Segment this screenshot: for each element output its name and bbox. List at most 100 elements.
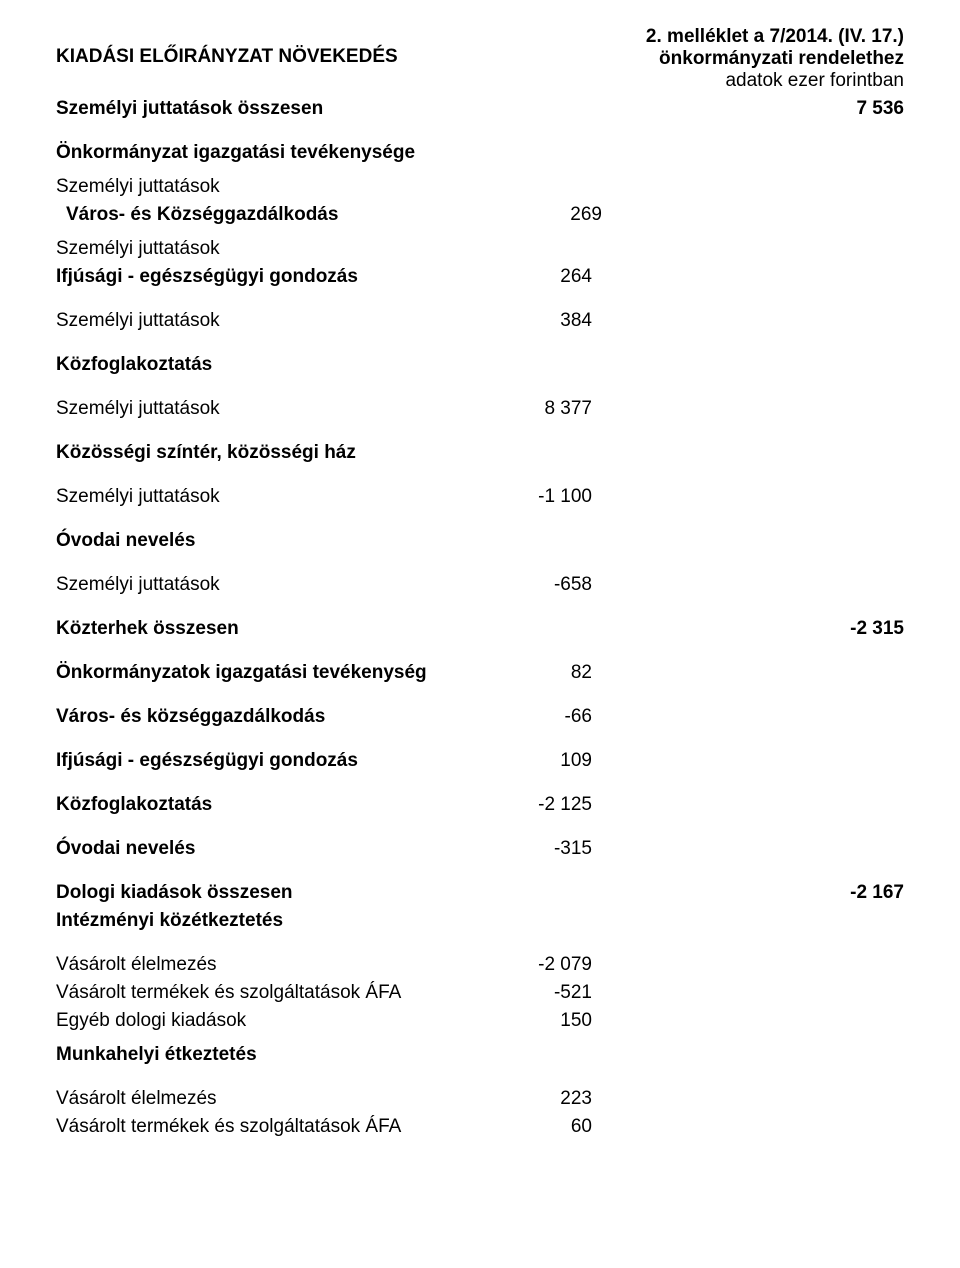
row-label: Óvodai nevelés (56, 530, 476, 552)
header-line-2: önkormányzati rendelethez (646, 48, 904, 70)
data-row: Személyi juttatások (56, 238, 904, 260)
data-row: Közösségi színtér, közösségi ház (56, 442, 904, 464)
row-label: Vásárolt termékek és szolgáltatások ÁFA (56, 982, 476, 1004)
row-label: Közösségi színtér, közösségi ház (56, 442, 476, 464)
row-mid-value (476, 618, 592, 640)
row-label: Munkahelyi étkeztetés (56, 1044, 476, 1066)
row-right-value (592, 1088, 904, 1110)
data-row: Vásárolt termékek és szolgáltatások ÁFA-… (56, 982, 904, 1004)
row-mid-value: -66 (476, 706, 592, 728)
row-right-value (592, 838, 904, 860)
data-row: Óvodai nevelés (56, 530, 904, 552)
row-mid-value: 60 (476, 1116, 592, 1138)
row-right-value (602, 204, 904, 226)
row-label: Közfoglakoztatás (56, 794, 476, 816)
row-label: Személyi juttatások (56, 574, 476, 596)
row-right-value (592, 238, 904, 260)
row-right-value (592, 398, 904, 420)
data-row: Dologi kiadások összesen-2 167 (56, 882, 904, 904)
row-mid-value: 82 (476, 662, 592, 684)
row-mid-value: 269 (486, 204, 602, 226)
row-label: Város- és községgazdálkodás (56, 706, 476, 728)
row-mid-value (476, 354, 592, 376)
data-row: Ifjúsági - egészségügyi gondozás109 (56, 750, 904, 772)
row-mid-value: 223 (476, 1088, 592, 1110)
row-right-value (592, 750, 904, 772)
row-right-value (592, 176, 904, 198)
data-row: Vásárolt termékek és szolgáltatások ÁFA6… (56, 1116, 904, 1138)
row-label: Személyi juttatások (56, 398, 476, 420)
row-mid-value (476, 238, 592, 260)
row-label: Egyéb dologi kiadások (56, 1010, 476, 1032)
row-right-value (592, 910, 904, 932)
data-row: Munkahelyi étkeztetés (56, 1044, 904, 1066)
row-mid-value: -521 (476, 982, 592, 1004)
row-right-value (592, 310, 904, 332)
data-row: Személyi juttatások (56, 176, 904, 198)
row-right-value (592, 1116, 904, 1138)
row-mid-value: -658 (476, 574, 592, 596)
row-label: Vásárolt élelmezés (56, 1088, 476, 1110)
data-row: Személyi juttatások összesen 7 536 (56, 98, 904, 120)
row-right-value: -2 315 (592, 618, 904, 640)
data-row: Óvodai nevelés-315 (56, 838, 904, 860)
row-mid-value: -1 100 (476, 486, 592, 508)
header-right-block: 2. melléklet a 7/2014. (IV. 17.) önkormá… (646, 26, 904, 92)
header-line-1: 2. melléklet a 7/2014. (IV. 17.) (646, 26, 904, 48)
row-right-value (592, 1010, 904, 1032)
row-label: Önkormányzatok igazgatási tevékenység (56, 662, 476, 684)
row-label: Önkormányzat igazgatási tevékenysége (56, 142, 476, 164)
data-row: Önkormányzat igazgatási tevékenysége (56, 142, 904, 164)
row-label: Személyi juttatások (56, 176, 476, 198)
row-mid-value (476, 442, 592, 464)
data-row: Város- és Községgazdálkodás269 (56, 204, 904, 226)
row-label: Ifjúsági - egészségügyi gondozás (56, 750, 476, 772)
data-row: Intézményi közétkeztetés (56, 910, 904, 932)
row-mid-value: 109 (476, 750, 592, 772)
data-row: Közterhek összesen -2 315 (56, 618, 904, 640)
row-right-value (592, 706, 904, 728)
data-row: Vásárolt élelmezés-2 079 (56, 954, 904, 976)
row-right-value (592, 530, 904, 552)
row-label: Közfoglakoztatás (56, 354, 476, 376)
row-right-value (592, 486, 904, 508)
row-mid-value (476, 530, 592, 552)
row-mid-value (476, 882, 592, 904)
row-label: Közterhek összesen (56, 618, 476, 640)
row-label: Vásárolt élelmezés (56, 954, 476, 976)
row-right-value (592, 574, 904, 596)
row-right-value: -2 167 (592, 882, 904, 904)
header-line-3: adatok ezer forintban (646, 70, 904, 92)
rows-container: Személyi juttatások összesen 7 536 Önkormá… (56, 98, 904, 1138)
row-right-value (592, 794, 904, 816)
row-mid-value: -315 (476, 838, 592, 860)
row-right-value (592, 1044, 904, 1066)
page-header: KIADÁSI ELŐIRÁNYZAT NÖVEKEDÉS 2. mellékl… (56, 26, 904, 92)
data-row: Közfoglakoztatás-2 125 (56, 794, 904, 816)
row-label: Személyi juttatások összesen (56, 98, 476, 120)
data-row: Vásárolt élelmezés223 (56, 1088, 904, 1110)
row-right-value (592, 662, 904, 684)
data-row: Személyi juttatások-1 100 (56, 486, 904, 508)
data-row: Személyi juttatások-658 (56, 574, 904, 596)
row-mid-value: -2 079 (476, 954, 592, 976)
data-row: Személyi juttatások8 377 (56, 398, 904, 420)
row-label: Intézményi közétkeztetés (56, 910, 476, 932)
data-row: Személyi juttatások384 (56, 310, 904, 332)
row-mid-value (476, 98, 592, 120)
row-label: Óvodai nevelés (56, 838, 476, 860)
row-right-value (592, 442, 904, 464)
row-mid-value: 264 (476, 266, 592, 288)
data-row: Közfoglakoztatás (56, 354, 904, 376)
row-mid-value: 150 (476, 1010, 592, 1032)
row-mid-value (476, 142, 592, 164)
row-right-value (592, 982, 904, 1004)
row-label: Személyi juttatások (56, 238, 476, 260)
page: KIADÁSI ELŐIRÁNYZAT NÖVEKEDÉS 2. mellékl… (0, 0, 960, 1268)
row-right-value: 7 536 (592, 98, 904, 120)
row-label: Személyi juttatások (56, 310, 476, 332)
row-right-value (592, 266, 904, 288)
row-label: Város- és Községgazdálkodás (56, 204, 486, 226)
row-right-value (592, 954, 904, 976)
row-label: Vásárolt termékek és szolgáltatások ÁFA (56, 1116, 476, 1138)
